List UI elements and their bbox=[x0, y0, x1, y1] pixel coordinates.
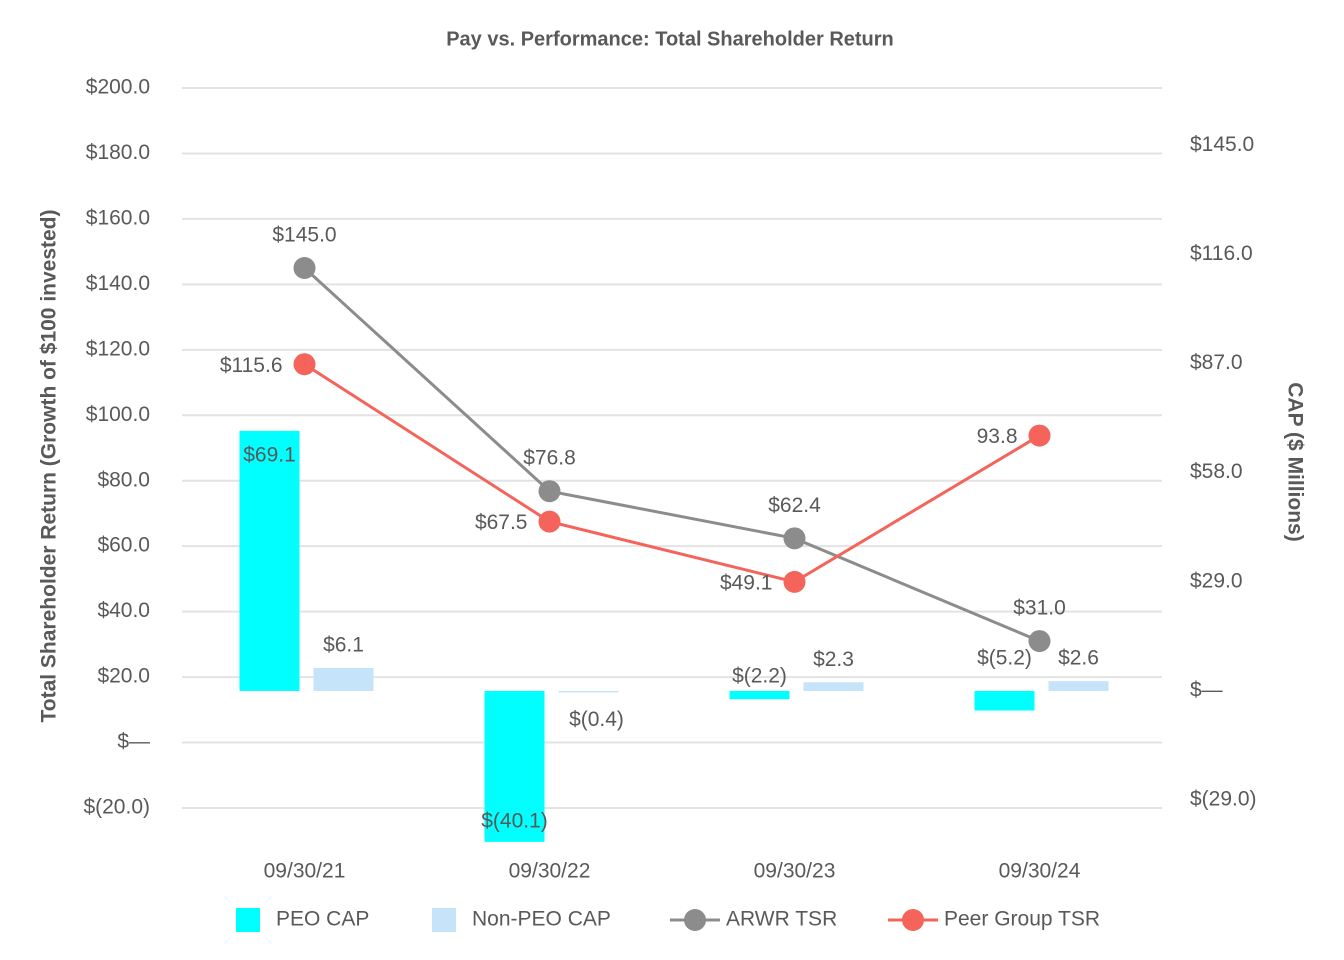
x-tick-label: 09/30/24 bbox=[999, 860, 1081, 883]
y-tick-label: $200.0 bbox=[86, 76, 150, 99]
y-axis-title: Total Shareholder Return (Growth of $100… bbox=[38, 209, 61, 722]
bar bbox=[484, 690, 545, 842]
y2-axis-title: CAP ($ Millions) bbox=[1283, 382, 1306, 541]
x-tick-label: 09/30/22 bbox=[509, 860, 591, 883]
y-tick-label: $(20.0) bbox=[83, 796, 150, 819]
y-tick-label: $40.0 bbox=[97, 599, 150, 622]
bar bbox=[239, 430, 300, 691]
legend-label: Non-PEO CAP bbox=[472, 908, 611, 931]
point bbox=[538, 510, 561, 533]
data-label: $2.3 bbox=[813, 648, 854, 671]
bar bbox=[974, 690, 1035, 711]
chart-title: Pay vs. Performance: Total Shareholder R… bbox=[446, 28, 894, 50]
legend-label: Peer Group TSR bbox=[944, 908, 1100, 931]
y-tick-label: $20.0 bbox=[97, 665, 150, 688]
data-label: $(5.2) bbox=[977, 646, 1032, 669]
data-label: 93.8 bbox=[977, 425, 1018, 448]
y-tick-label: $120.0 bbox=[86, 337, 150, 360]
bar bbox=[558, 690, 619, 693]
point bbox=[293, 257, 316, 279]
point bbox=[783, 527, 806, 550]
data-label: $2.6 bbox=[1058, 647, 1099, 670]
data-label: $69.1 bbox=[243, 443, 296, 466]
y2-tick-label: $87.0 bbox=[1190, 351, 1243, 374]
data-label: $31.0 bbox=[1013, 597, 1066, 620]
data-label: $(40.1) bbox=[481, 809, 548, 832]
bar bbox=[803, 682, 864, 691]
y2-tick-label: $145.0 bbox=[1190, 133, 1254, 156]
legend-swatch bbox=[432, 908, 456, 932]
bar bbox=[313, 667, 374, 691]
line bbox=[303, 362, 1041, 584]
data-label: $145.0 bbox=[272, 224, 336, 247]
y2-tick-label: $— bbox=[1190, 678, 1223, 701]
point bbox=[1028, 424, 1051, 447]
data-label: $(2.2) bbox=[732, 664, 787, 687]
y-tick-label: $— bbox=[117, 730, 150, 753]
x-tick-label: 09/30/23 bbox=[754, 860, 836, 883]
y-tick-label: $180.0 bbox=[86, 141, 150, 164]
x-tick-label: 09/30/21 bbox=[264, 860, 346, 883]
legend-label: PEO CAP bbox=[276, 908, 369, 931]
y-tick-label: $100.0 bbox=[86, 403, 150, 426]
legend-swatch bbox=[236, 908, 260, 932]
y-tick-label: $140.0 bbox=[86, 272, 150, 295]
data-label: $62.4 bbox=[768, 494, 821, 517]
data-label: $115.6 bbox=[220, 354, 283, 377]
legend-marker bbox=[902, 909, 924, 931]
y2-tick-label: $(29.0) bbox=[1190, 788, 1257, 811]
point bbox=[783, 570, 806, 593]
legend-label: ARWR TSR bbox=[726, 908, 837, 931]
bar bbox=[1048, 681, 1109, 691]
data-label: $6.1 bbox=[323, 634, 364, 657]
y2-tick-label: $58.0 bbox=[1190, 460, 1243, 483]
y-tick-label: $160.0 bbox=[86, 206, 150, 229]
y-tick-label: $80.0 bbox=[97, 468, 150, 491]
line bbox=[303, 266, 1041, 643]
data-label: $67.5 bbox=[475, 511, 528, 534]
point bbox=[1028, 630, 1051, 653]
y-tick-label: $60.0 bbox=[97, 534, 150, 557]
data-label: $76.8 bbox=[523, 447, 576, 470]
bar bbox=[729, 690, 790, 700]
point bbox=[538, 480, 561, 503]
point bbox=[293, 353, 316, 376]
y2-tick-label: $29.0 bbox=[1190, 569, 1243, 592]
data-label: $49.1 bbox=[720, 571, 773, 594]
y2-tick-label: $116.0 bbox=[1190, 242, 1253, 265]
data-label: $(0.4) bbox=[569, 708, 624, 731]
legend-marker bbox=[684, 909, 706, 931]
